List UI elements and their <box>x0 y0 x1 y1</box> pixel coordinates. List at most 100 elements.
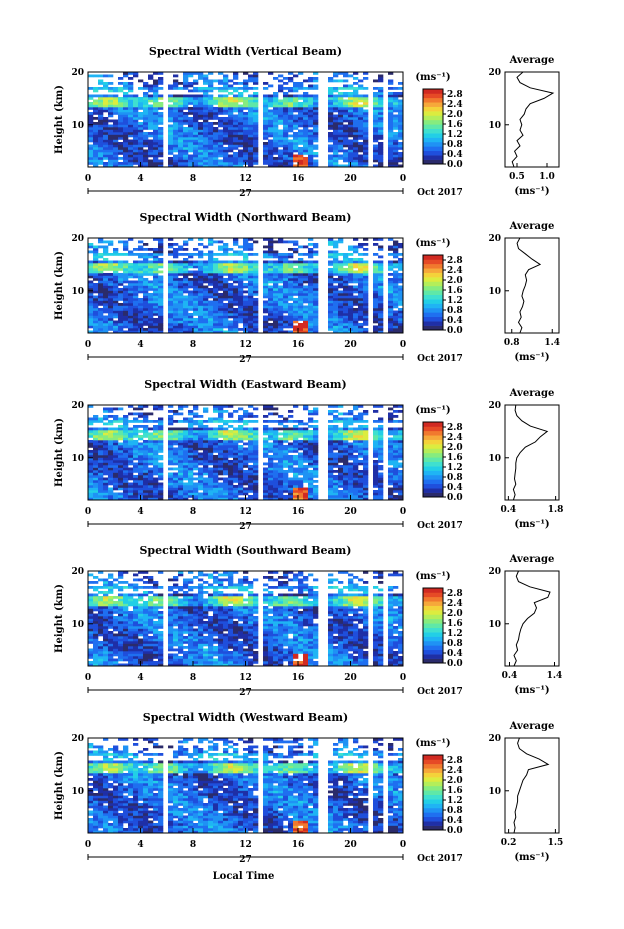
heatmap-cell <box>183 278 189 281</box>
heatmap-cell <box>293 480 299 483</box>
heatmap-cell <box>243 245 249 249</box>
heatmap-cell <box>268 144 274 148</box>
heatmap-cell <box>213 320 219 324</box>
heatmap-cell <box>333 114 339 118</box>
heatmap-cell <box>133 253 139 256</box>
heatmap-cell <box>88 325 94 329</box>
heatmap-cell <box>228 265 234 269</box>
heatmap-cell <box>143 462 149 466</box>
heatmap-cell <box>243 460 249 463</box>
heatmap-cell <box>138 465 144 468</box>
heatmap-cell <box>333 134 339 138</box>
heatmap-cell <box>253 139 259 143</box>
heatmap-cell <box>263 109 269 113</box>
heatmap-cell <box>293 124 299 128</box>
heatmap-cell <box>398 265 404 269</box>
heatmap-cell <box>108 74 114 78</box>
heatmap-cell <box>168 124 174 128</box>
heatmap-cell <box>88 320 94 324</box>
heatmap-cell <box>198 72 204 75</box>
heatmap-cell <box>398 275 404 279</box>
heatmap-cell <box>293 275 299 279</box>
heatmap-cell <box>293 134 299 138</box>
heatmap-cell <box>178 467 184 471</box>
heatmap-cell <box>113 89 119 93</box>
heatmap-cell <box>93 308 99 311</box>
heatmap-cell <box>193 407 199 411</box>
heatmap-cell <box>98 477 104 481</box>
heatmap-cell <box>223 462 229 466</box>
heatmap-cell <box>193 452 199 456</box>
heatmap-cell <box>208 315 214 319</box>
heatmap-cell <box>243 104 249 108</box>
heatmap-cell <box>193 147 199 150</box>
heatmap-cell <box>98 260 104 264</box>
heatmap-cell <box>148 119 154 123</box>
heatmap-cell <box>398 278 404 281</box>
heatmap-cell <box>338 295 344 299</box>
heatmap-cell <box>88 288 94 291</box>
heatmap-cell <box>158 310 164 314</box>
heatmap-cell <box>283 263 289 266</box>
heatmap-cell <box>153 144 159 148</box>
heatmap-cell <box>133 162 139 165</box>
heatmap-cell <box>128 104 134 108</box>
heatmap-cell <box>108 477 114 481</box>
heatmap-cell <box>333 159 339 163</box>
heatmap-cell <box>333 109 339 113</box>
heatmap-cell <box>128 82 134 85</box>
heatmap-cell <box>168 238 174 241</box>
heatmap-cell <box>228 495 234 498</box>
heatmap-cell <box>133 445 139 448</box>
heatmap-cell <box>188 472 194 476</box>
heatmap-cell <box>138 318 144 321</box>
heatmap-cell <box>288 295 294 299</box>
heatmap-cell <box>238 283 244 286</box>
heatmap-cell <box>173 325 179 329</box>
heatmap-cell <box>293 273 299 276</box>
heatmap-cell <box>198 308 204 311</box>
heatmap-cell <box>103 460 109 463</box>
heatmap-cell <box>138 460 144 463</box>
heatmap-cell <box>303 92 309 95</box>
heatmap-cell <box>343 268 349 271</box>
heatmap-cell <box>253 415 259 418</box>
month-label: Oct 2017 <box>417 188 463 198</box>
heatmap-cell <box>308 280 314 284</box>
heatmap-cell <box>123 164 129 168</box>
heatmap-cell <box>273 260 279 264</box>
heatmap-cell <box>218 330 224 334</box>
heatmap-cell <box>378 330 384 334</box>
heatmap-cell <box>303 270 309 274</box>
heatmap-cell <box>253 270 259 274</box>
heatmap-cell <box>263 462 269 466</box>
heatmap-cell <box>328 238 334 241</box>
heatmap-cell <box>348 114 354 118</box>
heatmap-cell <box>123 445 129 448</box>
heatmap-cell <box>113 432 119 436</box>
heatmap-cell <box>88 305 94 309</box>
heatmap-cell <box>133 435 139 438</box>
heatmap-cell <box>388 330 394 334</box>
heatmap-cell <box>148 487 154 491</box>
heatmap-cell <box>153 238 159 241</box>
heatmap-cell <box>158 303 164 306</box>
heatmap-cell <box>98 490 104 493</box>
heatmap-cell <box>293 87 299 90</box>
heatmap-cell <box>118 425 124 428</box>
heatmap-cell <box>108 89 114 93</box>
heatmap-cell <box>343 290 349 294</box>
heatmap-cell <box>288 318 294 321</box>
heatmap-cell <box>173 159 179 163</box>
heatmap-cell <box>208 127 214 130</box>
heatmap-cell <box>108 149 114 153</box>
heatmap-cell <box>143 248 149 251</box>
heatmap-cell <box>158 240 164 244</box>
heatmap-cell <box>238 485 244 488</box>
x-tick-label: 0 <box>85 174 91 184</box>
heatmap-cell <box>133 490 139 493</box>
heatmap-cell <box>198 310 204 314</box>
heatmap-cell <box>333 293 339 296</box>
heatmap-cell <box>298 142 304 145</box>
heatmap-cell <box>113 283 119 286</box>
